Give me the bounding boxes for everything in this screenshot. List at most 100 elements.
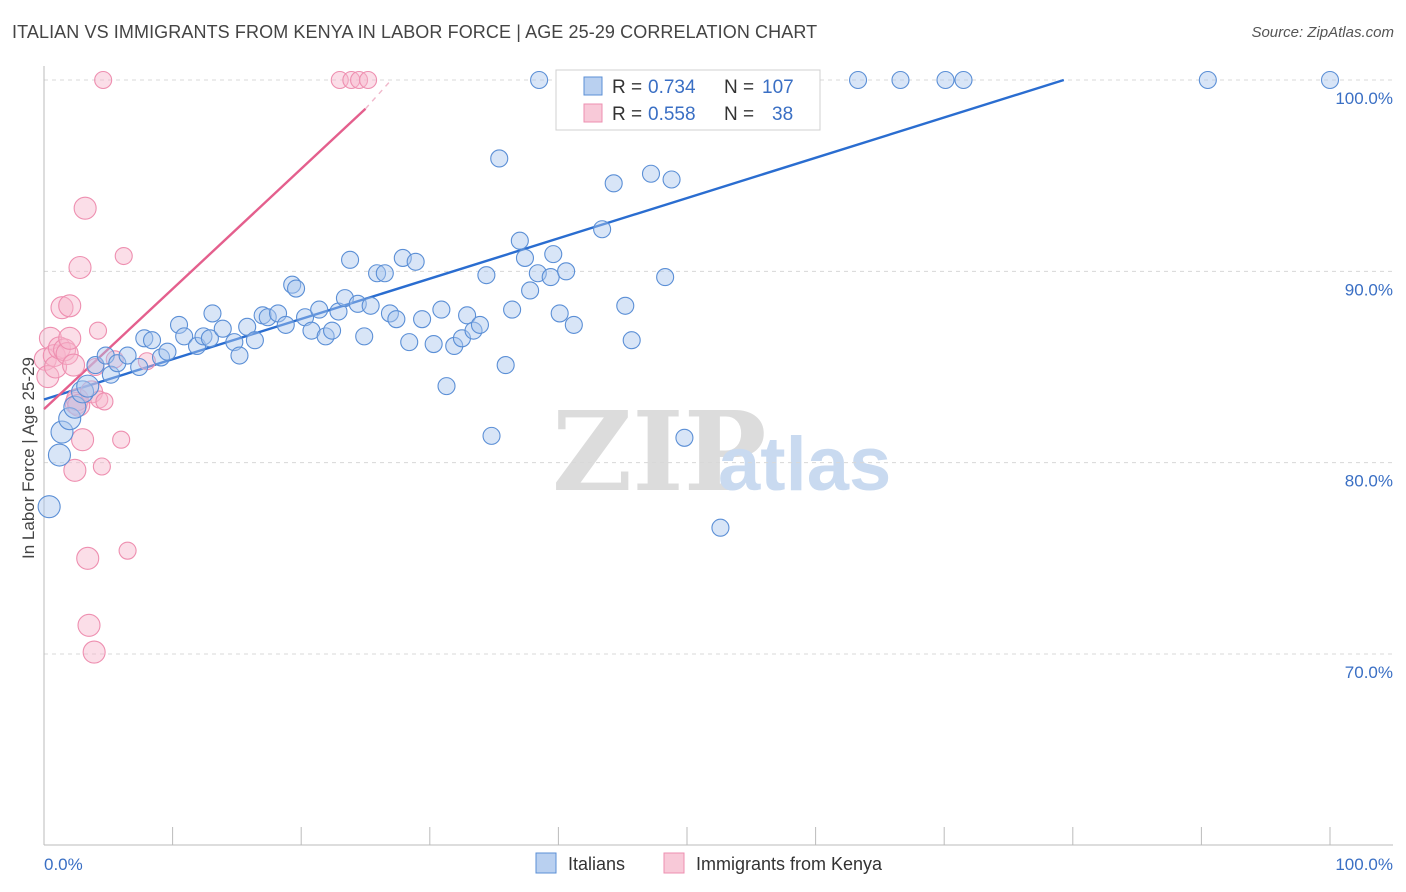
bottom-legend: Italians Immigrants from Kenya (535, 852, 883, 874)
italians-point (470, 315, 490, 334)
trend-lines (43, 78, 1065, 410)
italians-point (622, 331, 641, 350)
italians-point (47, 443, 71, 467)
italians-point (238, 317, 257, 336)
italians-point (1198, 70, 1217, 90)
italians-point (437, 377, 456, 396)
kenya-point (55, 342, 79, 366)
kenya-point (95, 392, 114, 411)
italians-point (510, 231, 529, 250)
italians-point (503, 300, 522, 319)
y-tick-labels: 100.0% 90.0% 80.0% 70.0% (1335, 89, 1393, 682)
italians-point (323, 321, 342, 340)
italians-point (413, 310, 432, 329)
italians-point (848, 70, 868, 90)
watermark: ZIP atlas (552, 387, 891, 516)
y-axis-label: In Labor Force | Age 25-29 (19, 357, 38, 559)
italians-point (245, 331, 264, 350)
legend-swatch-italians (535, 852, 557, 874)
italians-point (458, 306, 477, 325)
stats-r-label-kenya: R = (612, 104, 642, 125)
italians-point (541, 268, 560, 287)
kenya-point (53, 338, 77, 362)
italians-point (375, 264, 394, 283)
kenya-point (359, 70, 378, 90)
italians-point (368, 264, 387, 283)
chart-source: Source: ZipAtlas.com (1251, 24, 1394, 41)
kenya-point (36, 365, 60, 389)
italians-point (50, 420, 74, 444)
stats-swatch-italians (583, 76, 603, 96)
italians-points (37, 70, 1340, 537)
italians-point (445, 336, 464, 356)
italians-point (58, 407, 82, 431)
italians-point (200, 329, 219, 348)
italians-point (477, 266, 496, 285)
italians-point (118, 346, 137, 365)
kenya-point (76, 546, 100, 570)
italians-point (63, 395, 87, 419)
italians-point (482, 426, 501, 445)
italians-point (341, 250, 360, 269)
kenya-point (58, 294, 82, 318)
axes (43, 66, 1393, 846)
italians-point (175, 327, 194, 346)
italians-point (387, 310, 406, 329)
italians-point (361, 296, 380, 315)
italians-point (604, 174, 623, 193)
stats-n-value-italians: 107 (762, 77, 794, 98)
kenya-point (62, 353, 86, 377)
italians-point (406, 252, 425, 271)
kenya-point (94, 70, 113, 90)
chart-title: ITALIAN VS IMMIGRANTS FROM KENYA IN LABO… (12, 22, 818, 42)
italians-point (287, 279, 306, 298)
legend-label-kenya: Immigrants from Kenya (696, 854, 883, 874)
italians-point (891, 70, 910, 90)
stats-swatch-kenya (583, 103, 603, 123)
gridlines (44, 79, 1393, 655)
italians-point (101, 365, 120, 384)
kenya-point (88, 321, 108, 340)
italians-point (496, 356, 515, 375)
y-tick-label: 100.0% (1335, 89, 1393, 108)
italians-point (276, 315, 295, 334)
italians-point (675, 428, 694, 447)
kenya-point (114, 246, 133, 266)
kenya-point (68, 255, 92, 280)
kenya-point (92, 457, 111, 476)
kenya-point (82, 640, 106, 664)
x-tick-label-min: 0.0% (44, 855, 83, 874)
legend-label-italians: Italians (568, 854, 625, 874)
kenya-point (63, 458, 87, 482)
italians-point (203, 304, 222, 323)
italians-point (521, 281, 540, 300)
kenya-points (33, 70, 378, 664)
italians-point (616, 296, 635, 315)
italians-point (954, 70, 973, 90)
stats-legend: R = 0.734 N = 107 R = 0.558 N = 38 (555, 69, 821, 131)
italians-point (564, 315, 583, 334)
italians-point (656, 268, 675, 287)
y-tick-label: 70.0% (1345, 663, 1393, 682)
italians-point (515, 248, 535, 267)
italians-point (194, 327, 213, 346)
stats-r-value-kenya: 0.558 (648, 104, 696, 125)
stats-n-value-kenya: 38 (772, 104, 793, 125)
italians-point (544, 245, 563, 264)
kenya-point (77, 613, 101, 637)
italians-point (550, 304, 569, 323)
kenya-point (50, 296, 74, 320)
watermark-zip: ZIP (552, 387, 766, 516)
stats-n-label-italians: N = (724, 77, 754, 98)
kenya-trend-extension (364, 79, 392, 110)
x-tick-label-max: 100.0% (1335, 855, 1393, 874)
italians-point (225, 333, 244, 352)
italians-point (37, 495, 61, 519)
italians-point (130, 357, 149, 377)
italians-point (1320, 70, 1340, 90)
y-tick-label: 90.0% (1345, 280, 1393, 299)
italians-point (530, 70, 549, 90)
italians-point (557, 262, 576, 281)
italians-point (76, 374, 100, 398)
